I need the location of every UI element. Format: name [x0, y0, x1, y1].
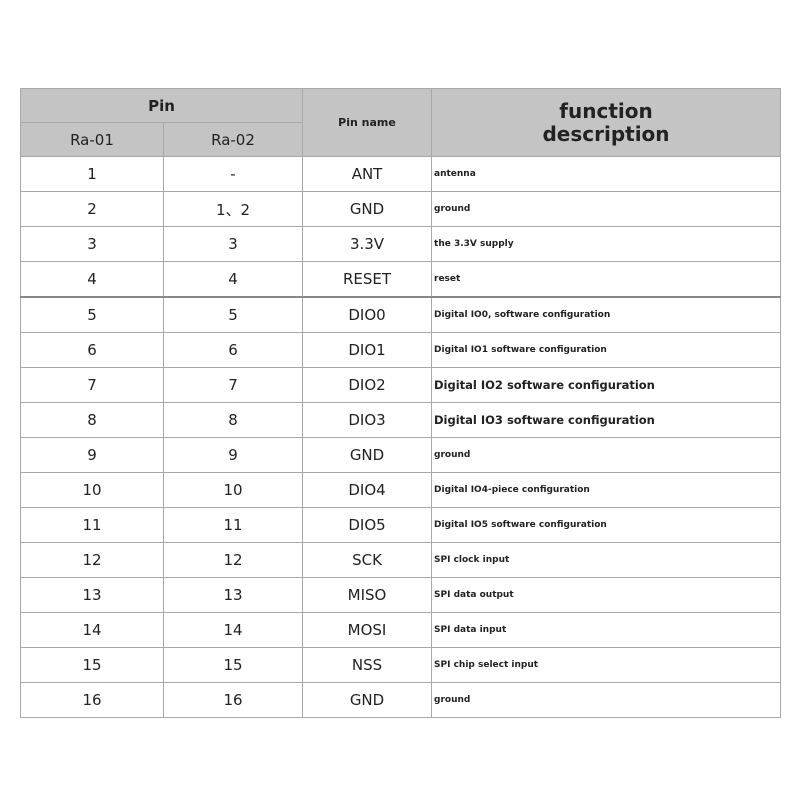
table-row: 4 4 RESET reset: [20, 261, 782, 298]
table-row: 8 8 DIO3 Digital IO3 software configuration: [20, 402, 782, 438]
table-row: 12 12 SCK SPI clock input: [20, 542, 782, 578]
ra02-cell: -: [162, 156, 304, 192]
description-cell: ground: [431, 191, 782, 227]
table-row: 11 11 DIO5 Digital IO5 software configurati…: [20, 507, 782, 543]
ra02-cell: 13: [162, 577, 304, 613]
ra02-cell: 7: [162, 367, 304, 403]
description-cell: Digital IO3 software configuration: [431, 402, 782, 438]
table-row: 9 9 GND ground: [20, 437, 782, 473]
ra01-cell: 6: [20, 332, 164, 368]
pin-name-header: Pin name: [302, 88, 433, 157]
ra01-cell: 3: [20, 226, 164, 262]
description-cell: SPI data input: [431, 612, 782, 648]
ra02-cell: 10: [162, 472, 304, 508]
description-cell: SPI clock input: [431, 542, 782, 578]
ra02-cell: 3: [162, 226, 304, 262]
table-row: 16 16 GND ground: [20, 682, 782, 718]
description-cell: Digital IO4-piece configuration: [431, 472, 782, 508]
function-description-header: function description: [431, 88, 782, 157]
pin-table: Pin Pin name function description Ra-01 …: [19, 88, 782, 718]
ra01-cell: 9: [20, 437, 164, 473]
description-cell: ground: [431, 682, 782, 718]
ra01-cell: 1: [20, 156, 164, 192]
pin-name-cell: MOSI: [302, 612, 433, 648]
ra02-cell: 14: [162, 612, 304, 648]
ra01-cell: 12: [20, 542, 164, 578]
table-row: 13 13 MISO SPI data output: [20, 577, 782, 613]
table-row: 10 10 DIO4 Digital IO4-piece configuration: [20, 472, 782, 508]
pin-name-cell: DIO4: [302, 472, 433, 508]
ra01-cell: 13: [20, 577, 164, 613]
table-row: 2 1、2 GND ground: [20, 191, 782, 227]
description-cell: the 3.3V supply: [431, 226, 782, 262]
ra01-header: Ra-01: [20, 122, 164, 157]
pin-name-cell: GND: [302, 682, 433, 718]
ra02-cell: 5: [162, 296, 304, 333]
description-cell: Digital IO0, software configuration: [431, 296, 782, 333]
table-row: 1- ANT antenna: [20, 156, 782, 192]
pin-name-cell: MISO: [302, 577, 433, 613]
pin-name-cell: RESET: [302, 261, 433, 298]
table-row: 5 5 DIO0 Digital IO0, software configuratio…: [20, 296, 782, 333]
description-cell: SPI data output: [431, 577, 782, 613]
ra02-cell: 4: [162, 261, 304, 298]
description-cell: Digital IO2 software configuration: [431, 367, 782, 403]
ra02-cell: 16: [162, 682, 304, 718]
ra01-cell: 10: [20, 472, 164, 508]
pin-header: Pin: [19, 88, 304, 123]
pin-name-cell: DIO1: [302, 332, 433, 368]
ra02-cell: 11: [162, 507, 304, 543]
ra02-cell: 9: [162, 437, 304, 473]
description-cell: Digital IO5 software configuration: [431, 507, 782, 543]
description-cell: antenna: [431, 156, 782, 192]
ra01-cell: 15: [20, 647, 164, 683]
table-row: 15 15 NSS SPI chip select input: [20, 647, 782, 683]
pin-name-cell: NSS: [302, 647, 433, 683]
ra01-cell: 5: [20, 296, 164, 333]
table-row: 14 14 MOSI SPI data input: [20, 612, 782, 648]
ra01-cell: 8: [20, 402, 164, 438]
function-header-line1: function: [559, 98, 653, 123]
table-row: 6 6 DIO1 Digital IO1 software configuration: [20, 332, 782, 368]
pin-name-cell: DIO2: [302, 367, 433, 403]
ra02-cell: 15: [162, 647, 304, 683]
description-cell: reset: [431, 261, 782, 298]
ra01-cell: 2: [20, 191, 164, 227]
table-row: 7 7 DIO2 Digital IO2 software configuration: [20, 367, 782, 403]
ra01-cell: 16: [20, 682, 164, 718]
pin-name-cell: GND: [302, 437, 433, 473]
pin-name-cell: ANT: [302, 156, 433, 192]
ra02-cell: 6: [162, 332, 304, 368]
function-header-line2: description: [542, 121, 670, 146]
pin-name-cell: DIO0: [302, 296, 433, 333]
pin-name-cell: GND: [302, 191, 433, 227]
ra02-header: Ra-02: [162, 122, 304, 157]
ra02-cell: 12: [162, 542, 304, 578]
ra01-cell: 14: [20, 612, 164, 648]
description-cell: SPI chip select input: [431, 647, 782, 683]
ra01-cell: 7: [20, 367, 164, 403]
description-cell: ground: [431, 437, 782, 473]
table-row: 3 3 3.3V the 3.3V supply: [20, 226, 782, 262]
ra02-cell: 8: [162, 402, 304, 438]
pin-name-cell: 3.3V: [302, 226, 433, 262]
ra01-cell: 11: [20, 507, 164, 543]
pin-name-cell: SCK: [302, 542, 433, 578]
pin-name-cell: DIO5: [302, 507, 433, 543]
ra02-cell: 1、2: [162, 191, 304, 227]
ra01-cell: 4: [20, 261, 164, 298]
pin-name-cell: DIO3: [302, 402, 433, 438]
description-cell: Digital IO1 software configuration: [431, 332, 782, 368]
